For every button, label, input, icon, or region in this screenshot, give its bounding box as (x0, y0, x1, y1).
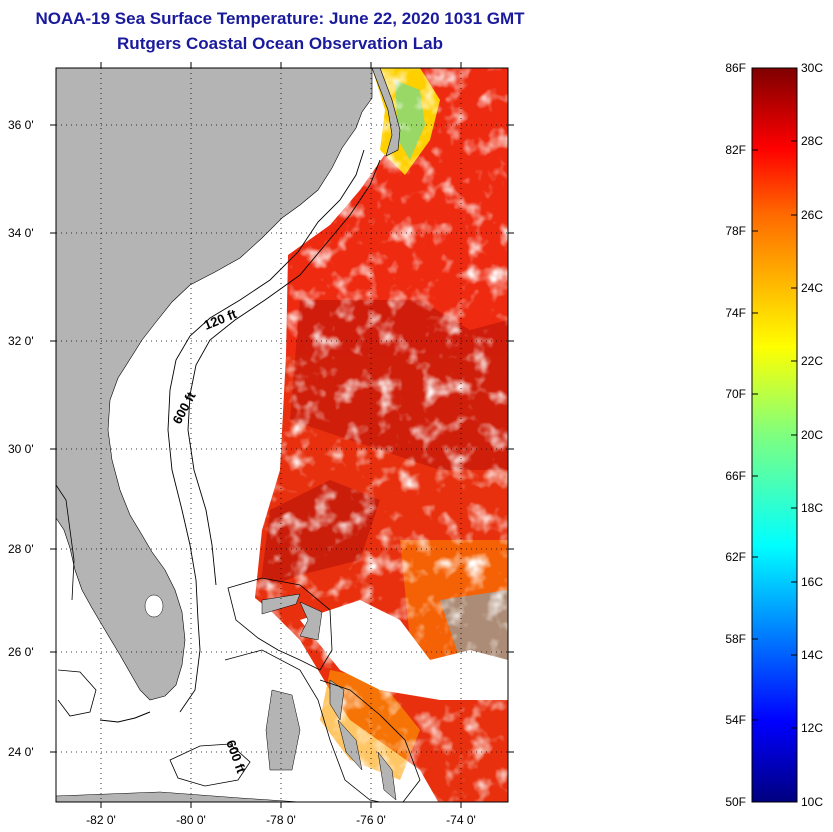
colorbar-gradient (751, 67, 798, 803)
colorbar-c-label: 24C (801, 281, 823, 295)
isobath-gulf (56, 484, 75, 601)
colorbar-c-label: 20C (801, 428, 823, 442)
colorbar-c-label: 18C (801, 501, 823, 515)
land-mainland (56, 68, 373, 701)
colorbar-f-label: 58F (725, 632, 746, 646)
colorbar-f-label: 54F (725, 713, 746, 727)
island-andros (265, 689, 301, 771)
island-abaco (299, 601, 323, 641)
lat-label: 24 0' (8, 745, 34, 759)
isobath-600ft (187, 159, 381, 586)
colorbar-c-label: 30C (801, 61, 823, 75)
land-cuba (56, 791, 304, 802)
isobath-bahamas-south (224, 649, 421, 802)
colorbar-f-label: 82F (725, 143, 746, 157)
colorbar-f-label: 86F (725, 61, 746, 75)
lon-label: -78 0' (266, 813, 296, 827)
map-title: NOAA-19 Sea Surface Temperature: June 22… (35, 9, 525, 28)
lon-label: -82 0' (86, 813, 116, 827)
isobath-cuba (169, 743, 251, 787)
colorbar-c-label: 26C (801, 208, 823, 222)
lon-label: -74 0' (446, 813, 476, 827)
colorbar-f-label: 62F (725, 550, 746, 564)
axis-ticks (50, 62, 514, 808)
isobath-keys (57, 669, 97, 717)
lat-label: 28 0' (8, 542, 34, 556)
map-subtitle: Rutgers Coastal Ocean Observation Lab (117, 34, 443, 53)
island-exuma (337, 719, 363, 771)
colorbar-c-label: 28C (801, 134, 823, 148)
cloud-gap-south (300, 600, 508, 700)
isobath-bahamas (227, 577, 333, 671)
colorbar-c-label: 16C (801, 575, 823, 589)
outer-banks (371, 68, 401, 157)
lon-label: -76 0' (356, 813, 386, 827)
map-frame (55, 67, 509, 803)
colorbar-f-label: 50F (725, 795, 746, 809)
colorbar-f-label: 66F (725, 469, 746, 483)
lat-label: 34 0' (8, 226, 34, 240)
lake-okeechobee (144, 594, 164, 618)
lat-label: 30 0' (8, 442, 34, 456)
florida-keys (99, 711, 151, 723)
lat-label: 26 0' (8, 645, 34, 659)
colorbar-f-label: 78F (725, 224, 746, 238)
island-long (377, 751, 397, 801)
graticule (56, 68, 508, 802)
colorbar: 86F 82F 78F 74F 70F 66F 62F 58F 54F 50F … (725, 61, 823, 809)
lon-label: -80 0' (176, 813, 206, 827)
colorbar-c-label: 14C (801, 648, 823, 662)
colorbar-f-label: 70F (725, 387, 746, 401)
lat-label: 36 0' (8, 118, 34, 132)
colorbar-c-label: 12C (801, 721, 823, 735)
colorbar-c-label: 10C (801, 795, 823, 809)
colorbar-c-label: 22C (801, 354, 823, 368)
lat-label: 32 0' (8, 334, 34, 348)
colorbar-f-label: 74F (725, 306, 746, 320)
isobath-120ft (167, 149, 365, 713)
map-area: 120 ft 600 ft 600 ft (56, 68, 508, 802)
colorbar-ticks (752, 140, 797, 729)
